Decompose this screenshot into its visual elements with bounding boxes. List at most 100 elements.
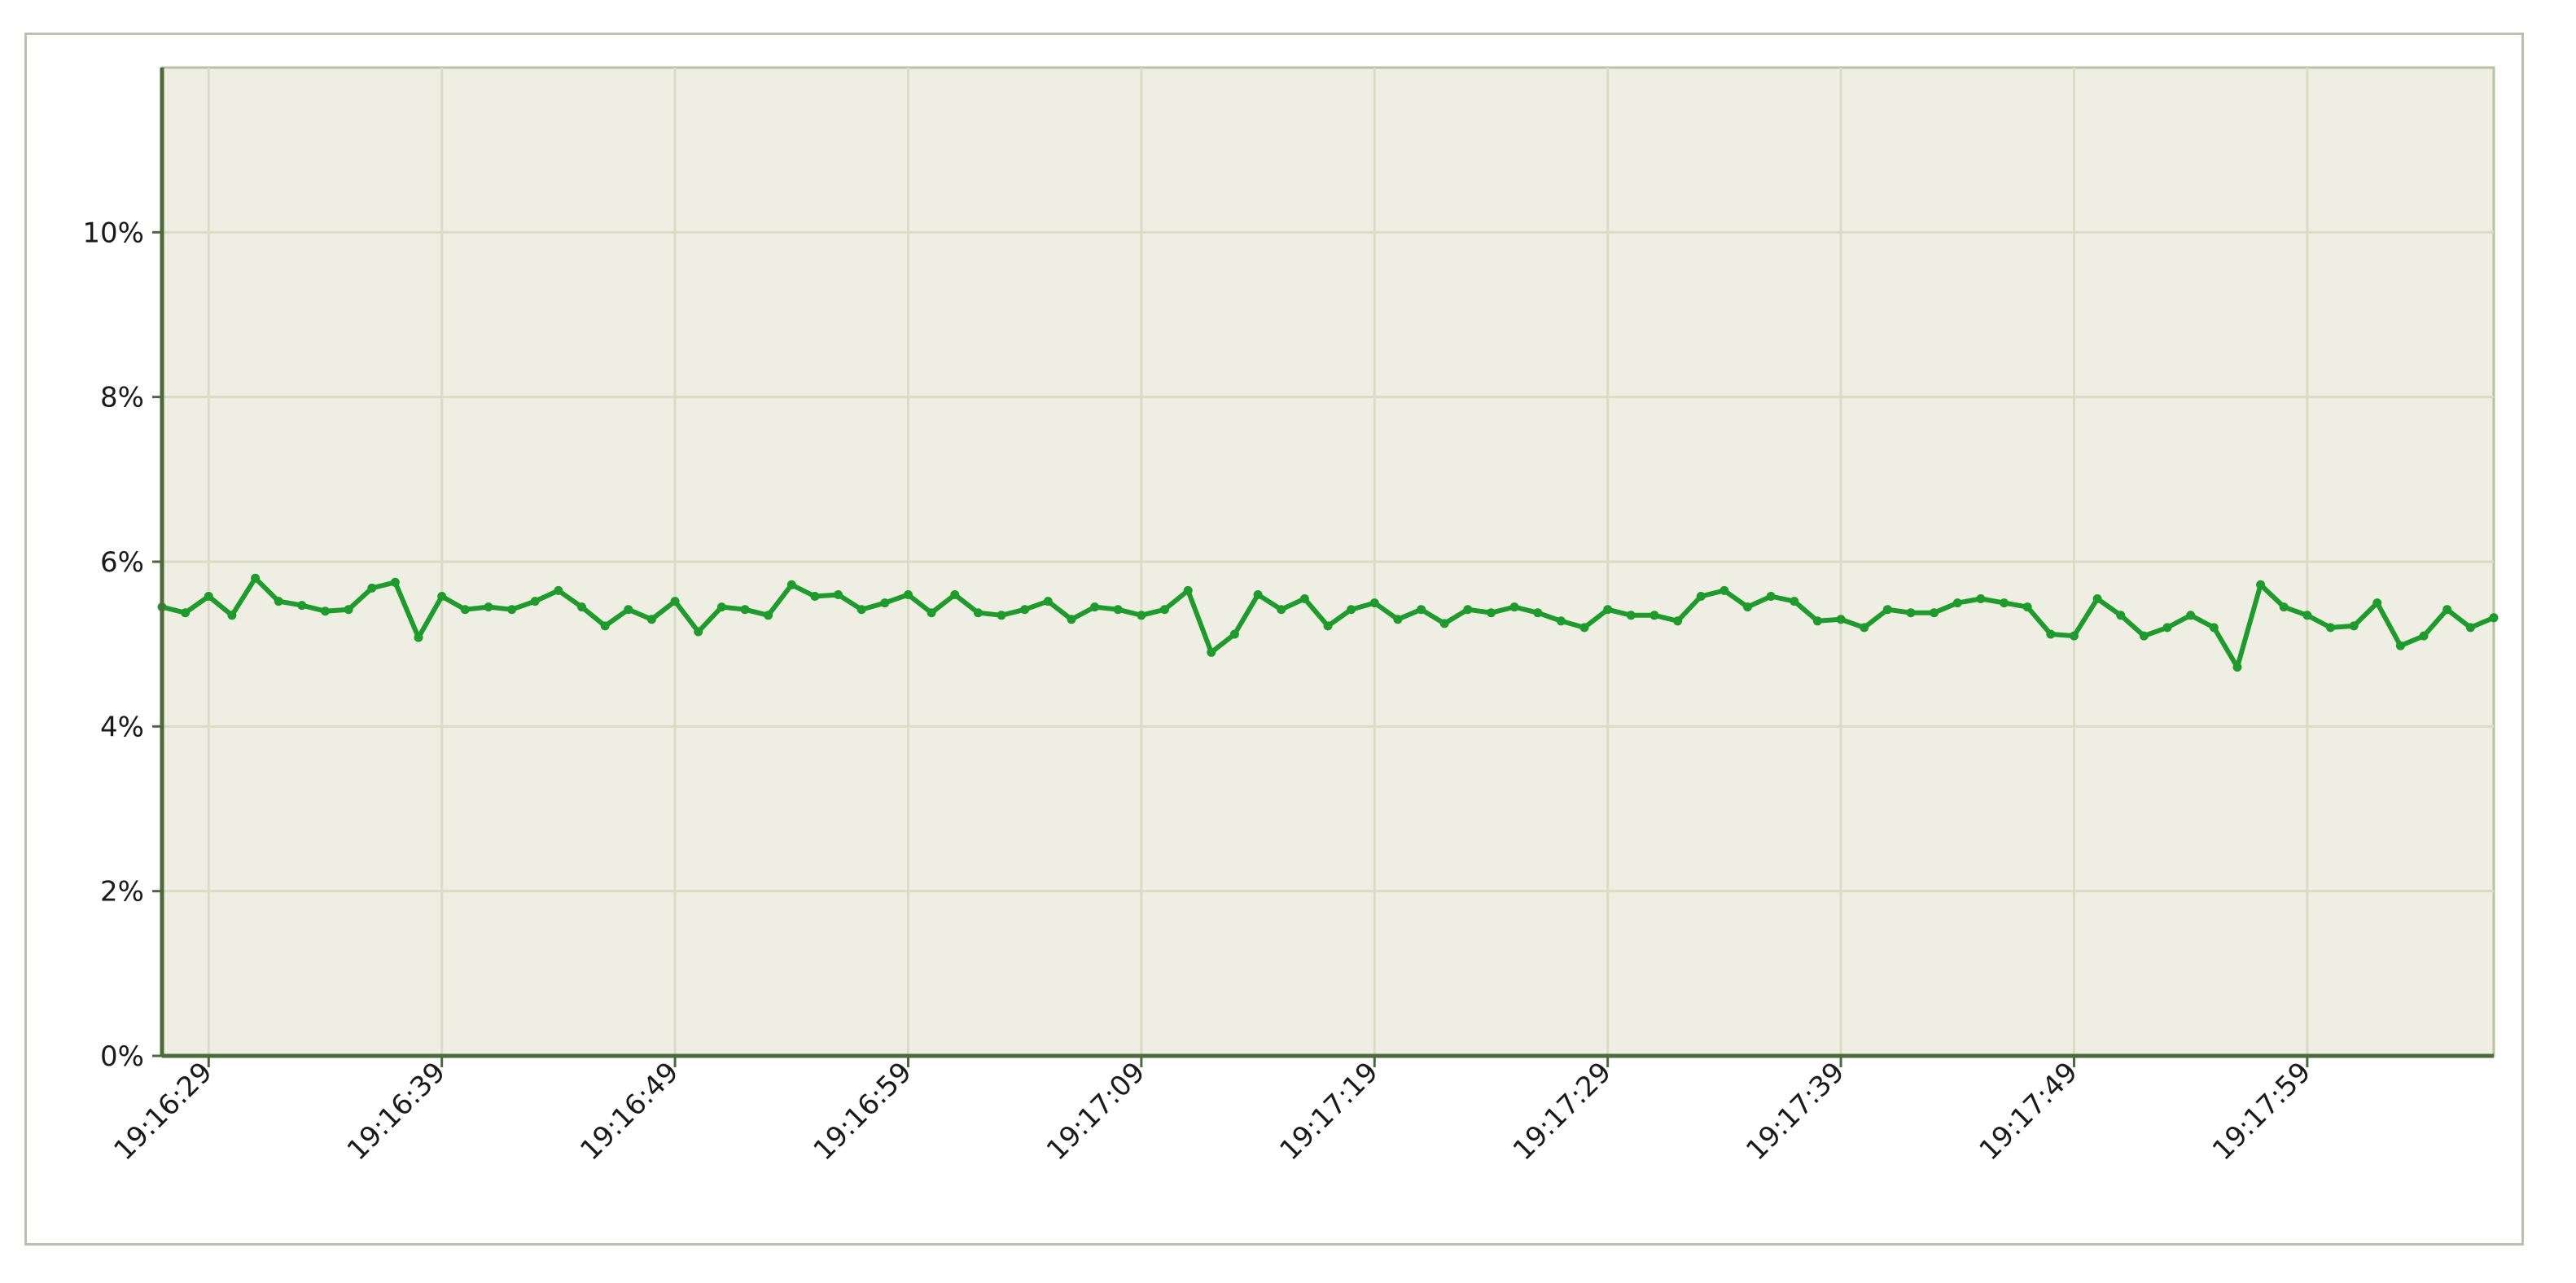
axes [152,68,2494,1067]
data-point [1393,615,1403,624]
data-point [507,605,517,615]
grid-lines [162,68,2494,1056]
data-point [460,605,470,615]
data-point [740,605,750,615]
data-point [1673,616,1683,626]
data-point [274,597,283,606]
data-point [1743,602,1752,612]
data-point [1439,619,1449,628]
data-point [181,608,191,618]
data-point [1020,605,1030,615]
data-point [973,608,983,618]
data-point [2070,631,2079,641]
x-tick-label: 19:17:19 [1273,1056,1384,1167]
x-tick-label: 19:16:59 [808,1056,918,1167]
data-point [2092,594,2102,603]
data-point [1556,616,1566,626]
data-point [1207,647,1216,657]
data-point [950,590,960,599]
data-point [2465,623,2475,633]
data-point [646,615,656,624]
data-point [1253,590,1263,599]
data-point [1509,602,1519,612]
data-point [484,602,493,612]
data-point [904,590,913,599]
data-point [530,597,540,606]
x-tick-label: 19:17:09 [1040,1056,1151,1167]
x-tick-label: 19:17:59 [2206,1056,2317,1167]
data-point [344,605,353,615]
data-point [1533,608,1543,618]
data-point [1860,623,1869,633]
data-point [1229,629,1239,639]
data-point [2022,602,2032,612]
data-point [414,633,423,642]
x-tick-label: 19:17:29 [1507,1056,1618,1167]
data-point [2302,611,2312,620]
data-point [1579,623,1589,633]
data-point [880,598,890,608]
data-point [1347,605,1356,615]
data-point [856,605,866,615]
data-point [624,605,633,615]
data-point [2232,663,2242,672]
series-layer [157,573,2499,672]
y-tick-label: 8% [100,382,144,414]
data-point [1766,592,1776,601]
data-point [1090,602,1100,612]
data-point [1487,608,1496,618]
data-point [1976,594,1986,603]
data-point [1160,605,1169,615]
data-point [367,583,377,593]
y-tick-label: 2% [100,876,144,909]
data-point [2209,623,2219,633]
data-point [1603,605,1613,615]
data-point [2442,605,2452,615]
data-point [694,627,703,637]
data-point [1720,585,1729,595]
data-point [577,602,586,612]
data-point [1299,594,1309,603]
data-point [1067,615,1076,624]
data-point [2046,629,2056,639]
data-point [321,606,330,616]
data-point [1043,597,1053,606]
data-point [2326,623,2335,633]
data-point [2116,611,2126,620]
data-point [834,590,843,599]
data-point [2000,598,2009,608]
x-tick-label: 19:16:49 [574,1056,685,1167]
data-point [2349,621,2359,631]
data-point [764,611,773,620]
line-chart: 19:16:29 19:16:39 19:16:49 19:16:59 19:17:09… [82,66,2499,1167]
data-point [2256,580,2266,589]
data-point [2372,598,2382,608]
data-point [437,592,447,601]
data-point [716,602,726,612]
data-point [786,580,796,589]
data-point [554,585,563,595]
data-point [297,601,307,611]
data-point [1790,597,1799,606]
x-tick-label: 19:16:39 [341,1056,452,1167]
y-tick-label: 6% [100,546,144,579]
data-point [1369,598,1379,608]
y-tick-label: 4% [100,711,144,743]
data-point [227,611,237,620]
data-point [2395,641,2405,650]
data-point [1836,615,1846,624]
data-point [1113,605,1123,615]
data-point [997,611,1006,620]
data-point [1649,611,1659,620]
data-point [927,608,936,618]
data-point [2139,631,2149,641]
data-point [1626,611,1636,620]
data-point [251,573,261,583]
y-tick-label: 0% [100,1040,144,1073]
data-point [1930,608,1939,618]
data-point [1906,608,1916,618]
x-tick-label: 19:17:49 [1974,1056,2084,1167]
data-point [2419,631,2429,641]
data-point [810,592,820,601]
data-point [1463,605,1473,615]
